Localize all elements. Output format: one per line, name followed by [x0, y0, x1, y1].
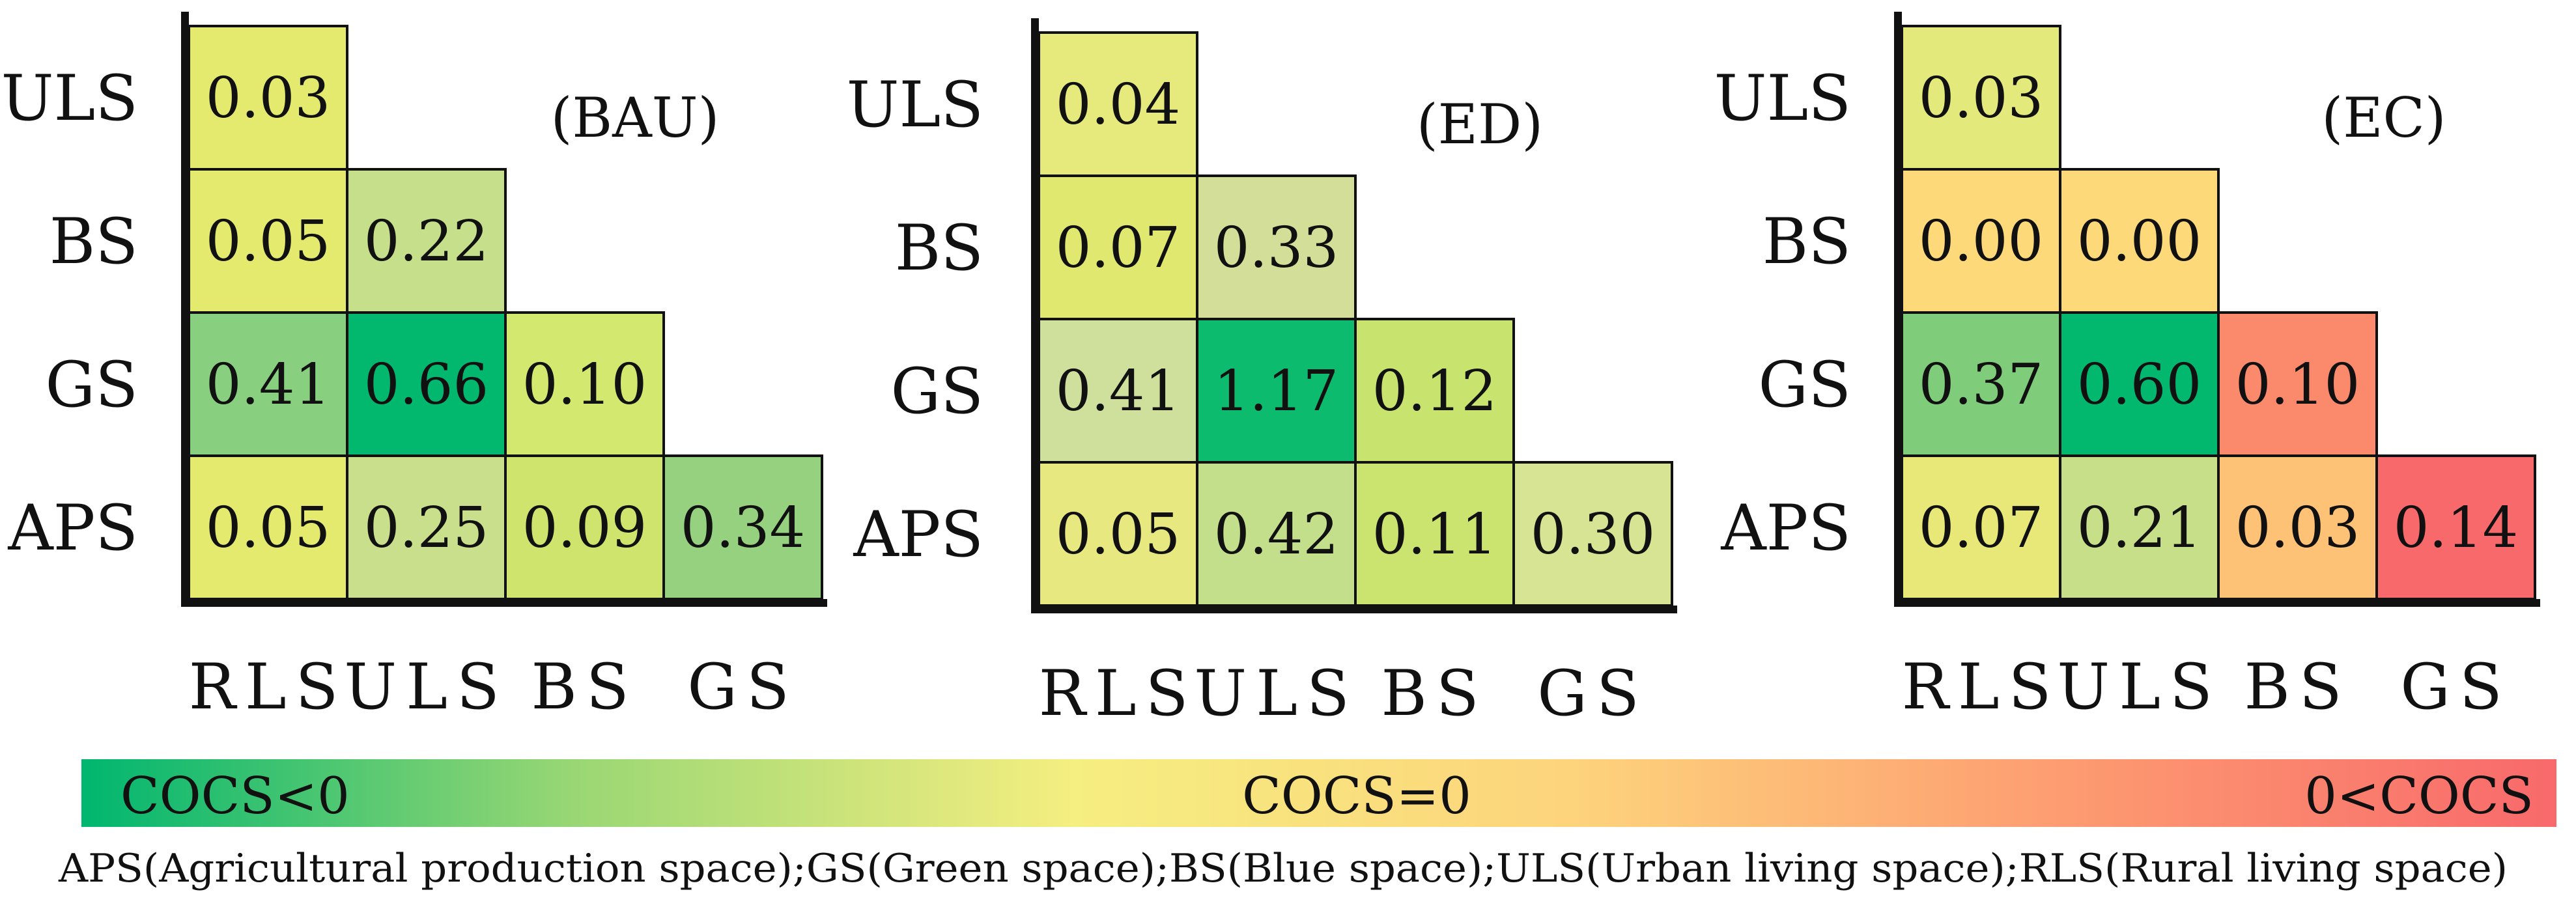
cell-value-label: 0.41	[206, 352, 330, 417]
heatmap-cell	[1038, 31, 1198, 177]
y-tick-label: GS	[1759, 348, 1851, 421]
heatmap-cell	[1038, 318, 1198, 464]
x-tick-label: BS	[1381, 657, 1488, 730]
cell-value-label: 0.21	[2077, 495, 2201, 561]
y-tick-label: APS	[853, 498, 984, 571]
x-tick-label: RLS	[189, 650, 348, 723]
cell-value-label: 0.03	[2235, 495, 2360, 561]
cell-value-label: 0.66	[364, 352, 488, 417]
x-tick-label: GS	[1537, 657, 1648, 730]
x-tick-label: ULS	[344, 650, 508, 723]
heatmap-cell	[188, 25, 348, 171]
y-tick-label: BS	[1762, 205, 1851, 278]
heatmap-cell	[1901, 311, 2061, 457]
heatmap-cell	[1901, 454, 2061, 600]
cell-value-label: 0.05	[206, 209, 330, 274]
cell-value-label: 0.12	[1372, 359, 1497, 424]
y-tick-label: ULS	[1714, 62, 1851, 135]
cell-value-label: 0.04	[1056, 72, 1180, 137]
y-tick-label: BS	[895, 212, 984, 285]
heatmap-panel-2: 0.03 0.00 0.00 0.37 0.60 0.10 0.07 0.21 0.03 0.14…	[1714, 12, 2540, 723]
x-tick-label: BS	[2244, 650, 2351, 723]
cell-value-label: 0.34	[681, 495, 805, 561]
heatmap-cell	[1354, 318, 1515, 464]
x-tick-label: RLS	[1039, 657, 1198, 730]
cell-value-label: 0.00	[2077, 209, 2201, 274]
x-tick-label: ULS	[2057, 650, 2221, 723]
y-tick-label: GS	[891, 355, 984, 428]
cell-value-label: 0.41	[1056, 359, 1180, 424]
heatmap-cell	[662, 454, 823, 600]
cell-value-label: 0.05	[1056, 502, 1180, 567]
heatmap-cell	[1196, 461, 1357, 607]
cell-value-label: 0.60	[2077, 352, 2201, 417]
heatmap-cell	[2059, 311, 2220, 457]
heatmap-cell	[504, 311, 665, 457]
cell-value-label: 0.37	[1919, 352, 2043, 417]
y-tick-label: GS	[46, 348, 138, 421]
heatmap-cell	[2217, 454, 2378, 600]
y-tick-label: BS	[50, 205, 138, 278]
colorbar	[81, 759, 2556, 827]
cell-value-label: 0.11	[1372, 502, 1497, 567]
y-tick-label: ULS	[1, 62, 138, 135]
x-tick-label: RLS	[1902, 650, 2061, 723]
scenario-label: (BAU)	[551, 86, 720, 150]
colorbar-label-negative: COCS<0	[120, 767, 350, 826]
heatmap-cell	[1038, 174, 1198, 320]
cell-value-label: 0.10	[522, 352, 647, 417]
y-tick-label: APS	[1720, 492, 1851, 565]
cell-value-label: 0.03	[206, 66, 330, 131]
heatmap-cell	[346, 454, 507, 600]
colorbar-label-positive: 0<COCS	[2304, 767, 2534, 826]
scenario-label: (ED)	[1417, 92, 1543, 156]
cell-value-label: 0.07	[1919, 495, 2043, 561]
abbreviation-footnote: APS(Agricultural production space);GS(Gr…	[58, 846, 2508, 891]
heatmap-panel-0: 0.03 0.05 0.22 0.41 0.66 0.10 0.05 0.25 0.09 0.34…	[1, 12, 827, 723]
cell-value-label: 0.22	[364, 209, 488, 274]
y-tick-label: ULS	[847, 68, 984, 141]
heatmap-panel-1: 0.04 0.07 0.33 0.41 1.17 0.12 0.05 0.42 0.11 0.30…	[847, 18, 1677, 730]
cell-value-label: 1.17	[1214, 359, 1338, 424]
heatmap-cell	[1512, 461, 1673, 607]
cell-value-label: 0.03	[1919, 66, 2043, 131]
heatmap-cell	[188, 168, 348, 314]
heatmap-cell	[2059, 168, 2220, 314]
cell-value-label: 0.42	[1214, 502, 1338, 567]
colorbar-label-zero: COCS=0	[1242, 767, 1471, 826]
x-tick-label: GS	[2400, 650, 2511, 723]
heatmap-cell	[2217, 311, 2378, 457]
cell-value-label: 0.00	[1919, 209, 2043, 274]
x-tick-label: ULS	[1194, 657, 1358, 730]
x-tick-label: GS	[687, 650, 798, 723]
cell-value-label: 0.09	[522, 495, 647, 561]
scenario-label: (EC)	[2321, 86, 2446, 150]
heatmap-cell	[1196, 318, 1357, 464]
colorbar-legend: COCS<0 COCS=0 0<COCS	[81, 759, 2556, 827]
cell-value-label: 0.14	[2394, 495, 2518, 561]
heatmap-cell	[1196, 174, 1357, 320]
heatmap-cell	[346, 168, 507, 314]
x-tick-label: BS	[531, 650, 638, 723]
cell-value-label: 0.30	[1531, 502, 1655, 567]
cell-value-label: 0.05	[206, 495, 330, 561]
heatmap-panels: 0.03 0.05 0.22 0.41 0.66 0.10 0.05 0.25 0.09 0.34…	[1, 12, 2540, 730]
cell-value-label: 0.07	[1056, 216, 1180, 281]
y-tick-label: APS	[7, 492, 138, 565]
cell-value-label: 0.10	[2235, 352, 2360, 417]
cell-value-label: 0.33	[1214, 216, 1338, 281]
cell-value-label: 0.25	[364, 495, 488, 561]
heatmap-cell	[2059, 454, 2220, 600]
